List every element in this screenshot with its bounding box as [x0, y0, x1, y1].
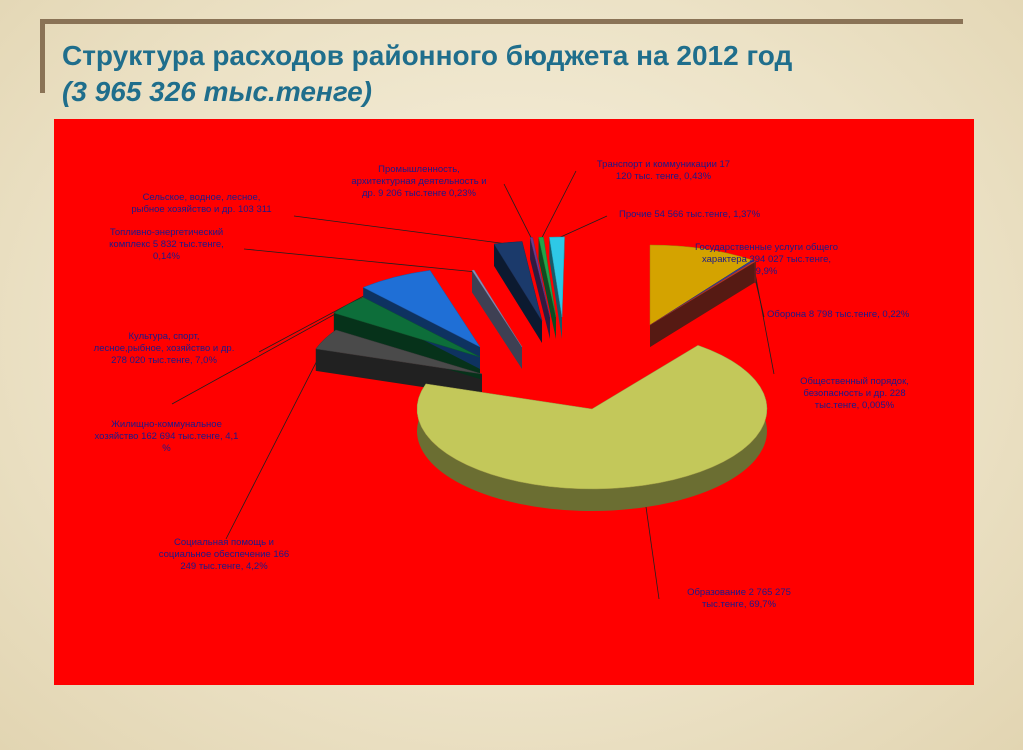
- slice-wall-order: [650, 260, 755, 347]
- leader-line-social: [225, 339, 329, 540]
- slice-label-line: 120 тыс. тенге, 0,43%: [615, 171, 712, 182]
- slice-label-line: Оборона 8 798 тыс.тенге, 0,22%: [767, 309, 910, 320]
- slice-label-line: Прочие 54 566 тыс.тенге, 1,37%: [619, 209, 761, 220]
- slice-social: [315, 329, 483, 375]
- slice-transport: [538, 236, 557, 318]
- slice-other: [549, 236, 565, 318]
- pie-chart: [171, 170, 775, 600]
- slice-label-housing: Жилищно-коммунальное хозяйство 162 694 ты…: [74, 419, 259, 455]
- slice-label-line: 278 020 тыс.тенге, 7,0%: [111, 355, 217, 366]
- slice-industry: [529, 237, 551, 318]
- slice-label-transport: Транспорт и коммуникации 17 120 тыс. тенг…: [576, 159, 751, 183]
- slice-energy: [471, 269, 523, 348]
- leader-line-other: [556, 215, 608, 239]
- slice-label-line: Промышленность,: [378, 164, 460, 175]
- slice-label-line: безопасность и др. 228: [803, 388, 906, 399]
- pie-tops: [315, 236, 768, 490]
- slice-wall-transport: [538, 237, 556, 339]
- slice-wall-energy: [472, 270, 522, 369]
- slide-title: Структура расходов районного бюджета на …: [62, 38, 962, 110]
- leader-line-order: [752, 262, 775, 375]
- slice-label-line: Общественный порядок,: [800, 376, 909, 387]
- slice-education: [416, 345, 768, 490]
- slice-label-line: комплекс 5 832 тыс.тенге,: [109, 239, 224, 250]
- slice-label-agri: Сельское, водное, лесное, рыбное хозяйств…: [109, 192, 294, 216]
- slice-label-line: Образование 2 765 275: [687, 587, 791, 598]
- slice-label-line: характера 394 027 тыс.тенге,: [702, 254, 831, 265]
- slice-label-industry: Промышленность, архитектурная деятельност…: [329, 164, 509, 200]
- slice-label-line: социальное обеспечение 166: [158, 549, 290, 560]
- slice-label-line: %: [162, 443, 171, 454]
- leader-line-transport: [540, 170, 577, 240]
- slice-label-line: 249 тыс.тенге, 4,2%: [180, 561, 268, 572]
- slice-label-order: Общественный порядок, безопасность и др. …: [772, 376, 937, 412]
- slice-label-education: Образование 2 765 275 тыс.тенге, 69,7%: [664, 587, 814, 611]
- slice-housing: [333, 297, 481, 358]
- slice-culture: [362, 270, 481, 348]
- slice-label-line: тыс.тенге, 69,7%: [701, 599, 777, 610]
- slice-label-line: архитектурная деятельность и: [351, 176, 487, 187]
- slice-wall-industry: [530, 237, 550, 339]
- slice-label-line: рыбное хозяйство и др. 103 311: [131, 204, 272, 215]
- slice-label-culture: Культура, спорт, лесное,рыбное, хозяйство…: [69, 331, 259, 367]
- leader-line-energy: [243, 248, 475, 273]
- slice-label-line: Сельское, водное, лесное,: [142, 192, 261, 203]
- slice-label-gov: Государственные услуги общего характера 3…: [659, 242, 874, 278]
- slice-gov: [649, 244, 753, 326]
- slice-label-line: Топливно-энергетический: [109, 227, 224, 238]
- slice-label-social: Социальная помощь и социальное обеспечени…: [134, 537, 314, 573]
- slice-label-defense: Оборона 8 798 тыс.тенге, 0,22%: [767, 309, 967, 321]
- leader-line-industry: [503, 183, 533, 240]
- slice-label-line: др. 9 206 тыс.тенге 0,23%: [362, 188, 476, 199]
- leader-line-agri: [293, 215, 509, 245]
- slice-wall-social: [315, 348, 482, 396]
- slice-label-line: лесное,рыбное, хозяйство и др.: [93, 343, 235, 354]
- chart-panel: Государственные услуги общего характера 3…: [54, 119, 974, 685]
- slice-label-line: Жилищно-коммунальное: [111, 419, 222, 430]
- slice-label-line: Государственные услуги общего: [694, 242, 838, 253]
- slice-order: [649, 260, 757, 326]
- leader-line-housing: [171, 305, 351, 405]
- slice-label-line: хозяйство 162 694 тыс.тенге, 4,1: [94, 431, 239, 442]
- slice-label-line: тыс.тенге, 0,005%: [814, 400, 895, 411]
- slice-label-energy: Топливно-энергетический комплекс 5 832 ты…: [79, 227, 254, 263]
- slice-label-line: Транспорт и коммуникации 17: [596, 159, 731, 170]
- slice-agri: [493, 241, 543, 322]
- slice-label-other: Прочие 54 566 тыс.тенге, 1,37%: [619, 209, 819, 221]
- slice-wall-other: [549, 237, 562, 339]
- slice-label-line: 9,9%: [755, 266, 778, 277]
- frame-left-bar: [40, 19, 45, 93]
- title-line-1: Структура расходов районного бюджета на …: [62, 40, 793, 71]
- slice-wall-agri: [494, 244, 542, 343]
- title-line-2: (3 965 326 тыс.тенге): [62, 76, 372, 107]
- frame-top-bar: [40, 19, 963, 24]
- slice-label-line: 0,14%: [153, 251, 180, 262]
- slice-side-order: [754, 260, 756, 284]
- slice-label-line: Культура, спорт,: [128, 331, 200, 342]
- slice-label-line: Социальная помощь и: [174, 537, 274, 548]
